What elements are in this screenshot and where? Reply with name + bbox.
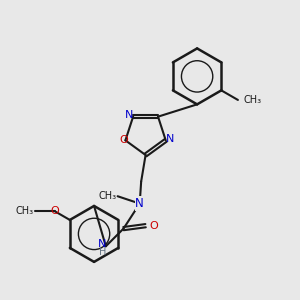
Text: O: O [120,135,128,146]
Text: N: N [135,197,144,210]
Text: N: N [125,110,134,120]
Text: CH₃: CH₃ [98,191,116,201]
Text: N: N [165,134,174,144]
Text: O: O [50,206,59,216]
Text: N: N [98,239,106,249]
Text: O: O [149,221,158,231]
Text: H: H [99,247,106,256]
Text: CH₃: CH₃ [16,206,34,216]
Text: CH₃: CH₃ [243,95,261,105]
